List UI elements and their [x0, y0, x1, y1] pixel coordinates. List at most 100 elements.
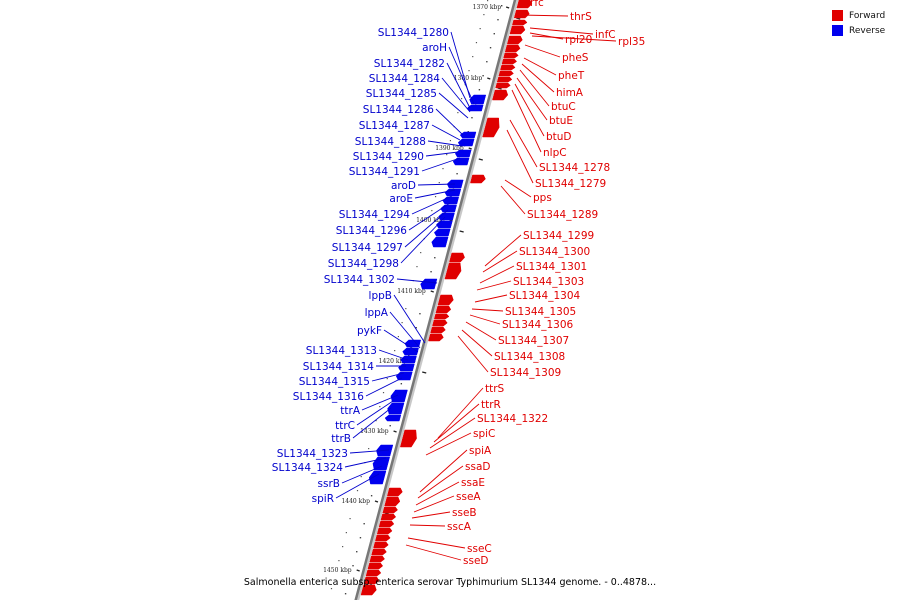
reverse-gene-label: SL1344_1298 [328, 258, 399, 270]
forward-gene-label: himA [556, 87, 584, 99]
forward-gene-block [501, 58, 518, 65]
forward-gene-block [449, 252, 465, 263]
reverse-leader-line [431, 124, 461, 141]
reverse-leader-line [356, 400, 394, 426]
legend: Forward Reverse [832, 8, 892, 38]
reverse-gene-label: SL1344_1324 [272, 462, 344, 474]
tick-label: 1430 kbp [360, 428, 389, 435]
forward-gene-block [386, 487, 403, 497]
minor-tick [386, 378, 388, 380]
forward-gene-label: sscA [447, 521, 472, 533]
forward-leader-line [425, 432, 472, 456]
forward-gene-block [369, 555, 385, 563]
minor-tick [487, 0, 489, 2]
minor-tick [467, 131, 469, 133]
minor-tick [344, 593, 347, 595]
tick-mark [393, 430, 397, 433]
forward-leader-line [474, 294, 508, 303]
minor-tick [486, 61, 488, 63]
forward-gene-block [375, 534, 391, 542]
reverse-leader-line [365, 377, 403, 397]
reverse-leader-line [383, 329, 419, 353]
forward-gene-label: SL1344_1304 [509, 290, 581, 302]
tick-label: 1450 kbp [323, 567, 352, 574]
reverse-gene-block [452, 157, 470, 166]
forward-leader-line [529, 27, 594, 35]
reverse-gene-label: SL1344_1285 [366, 88, 437, 100]
forward-gene-block [365, 569, 382, 577]
forward-leader-line [521, 63, 555, 93]
reverse-gene-label: ttrB [331, 433, 351, 445]
minor-tick [363, 523, 365, 525]
reverse-leader-line [441, 77, 471, 113]
forward-leader-line [437, 387, 484, 439]
reverse-gene-block [457, 138, 475, 147]
forward-leader-line [411, 511, 451, 519]
reverse-gene-block [454, 149, 472, 158]
minor-tick [468, 70, 470, 72]
reverse-gene-label: SL1344_1284 [369, 73, 441, 85]
forward-gene-label: sseC [467, 543, 492, 555]
forward-gene-block [513, 9, 530, 19]
reverse-leader-line [371, 372, 405, 382]
forward-gene-label: SL1344_1303 [513, 276, 584, 288]
forward-leader-line [523, 57, 557, 76]
reverse-gene-label: SL1344_1296 [336, 225, 408, 237]
minor-tick [419, 313, 421, 315]
minor-tick [497, 19, 499, 21]
reverse-leader-line [435, 108, 464, 136]
reverse-leader-line [400, 216, 446, 264]
minor-tick [359, 537, 362, 539]
reverse-leader-line [393, 294, 426, 344]
minor-tick [434, 257, 436, 259]
forward-gene-label: sseD [463, 555, 489, 567]
reverse-gene-label: aroH [422, 42, 447, 54]
reverse-gene-block [431, 236, 449, 248]
minor-tick [482, 75, 484, 77]
forward-gene-label: rpl35 [618, 36, 645, 48]
legend-reverse: Reverse [832, 23, 892, 38]
reverse-gene-label: SL1344_1323 [277, 448, 348, 460]
forward-gene-block [435, 305, 452, 314]
forward-leader-line [419, 449, 468, 493]
legend-reverse-label: Reverse [849, 25, 886, 36]
sequence-line [354, 0, 517, 600]
forward-gene-label: ttrS [485, 383, 505, 395]
minor-tick [389, 425, 391, 427]
forward-gene-block [378, 520, 395, 528]
forward-gene-label: ttrR [481, 399, 501, 411]
forward-gene-label: SL1344_1300 [519, 246, 590, 258]
reverse-gene-label: aroE [389, 193, 413, 205]
minor-tick [446, 154, 448, 156]
forward-gene-block [371, 548, 387, 556]
forward-leader-line [529, 32, 564, 40]
forward-leader-line [429, 417, 476, 449]
forward-gene-block [428, 333, 444, 342]
reverse-gene-label: SL1344_1280 [378, 27, 449, 39]
minor-tick [483, 14, 485, 16]
reverse-gene-block [444, 188, 462, 197]
minor-tick [457, 112, 459, 114]
reverse-leader-line [425, 151, 459, 157]
reverse-gene-label: SL1344_1316 [293, 391, 365, 403]
reverse-gene-label: SL1344_1314 [303, 361, 375, 373]
reverse-gene-label: lppA [365, 307, 389, 319]
minor-tick [382, 392, 385, 394]
tick-mark [468, 147, 472, 150]
tick-mark [459, 230, 464, 233]
forward-gene-block [444, 262, 462, 280]
reverse-leader-line [408, 202, 451, 231]
forward-gene-label: ssaD [465, 461, 490, 473]
reverse-leader-line [361, 394, 399, 411]
reverse-leader-line [411, 195, 453, 215]
minor-tick [379, 406, 381, 408]
forward-leader-line [457, 335, 489, 373]
forward-gene-label: pps [533, 192, 552, 204]
forward-gene-block [482, 117, 500, 138]
forward-leader-line [519, 14, 569, 17]
minor-tick [479, 28, 481, 30]
reverse-gene-label: SL1344_1315 [299, 376, 370, 388]
minor-tick [449, 140, 452, 142]
minor-tick [430, 271, 432, 273]
